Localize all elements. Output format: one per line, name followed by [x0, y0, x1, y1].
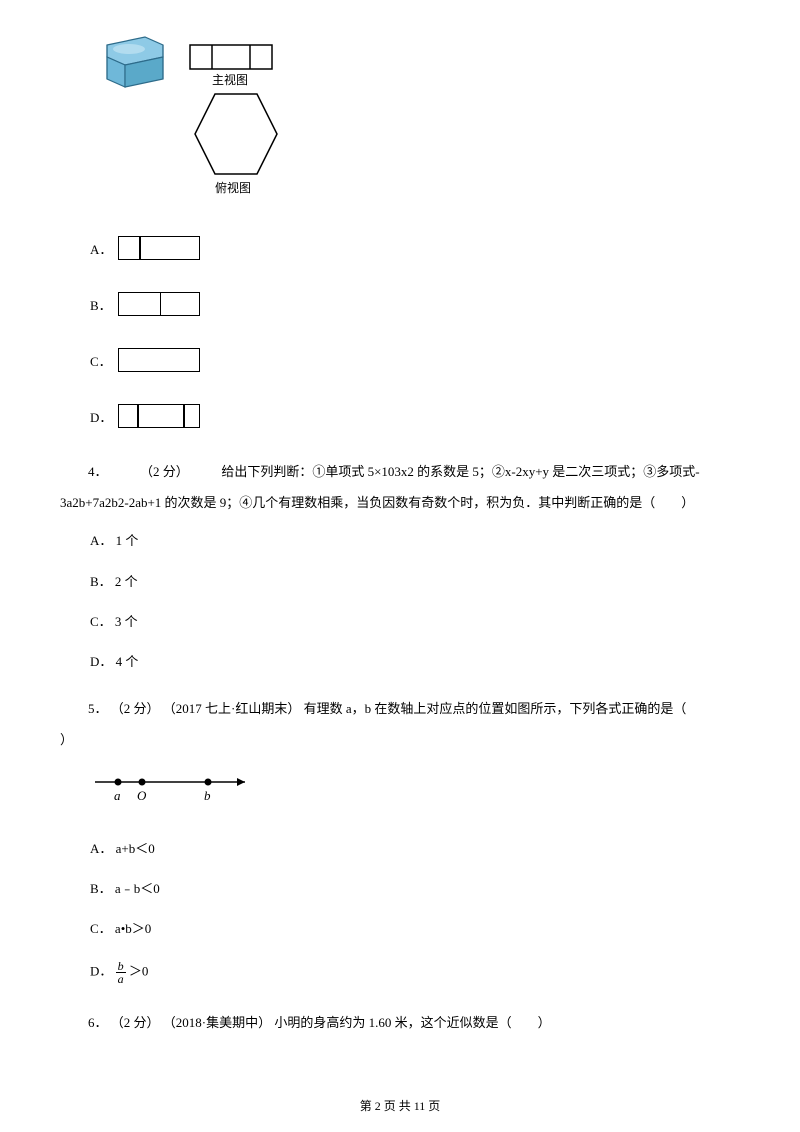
- q5-close: ）: [60, 732, 73, 747]
- fraction-b-over-a: b a: [116, 960, 126, 985]
- top-view-label: 俯视图: [215, 180, 251, 195]
- question-6: 6． （2 分） （2018·集美期中） 小明的身高约为 1.60 米，这个近似…: [60, 1007, 740, 1038]
- q5-option-a: A． a+b＜0: [90, 840, 740, 858]
- q6-text: 小明的身高约为 1.60 米，这个近似数是（ ）: [274, 1015, 550, 1030]
- q4-number: 4．: [88, 464, 108, 479]
- option-b-figure: [118, 292, 200, 316]
- question-5: 5． （2 分） （2017 七上·红山期末） 有理数 a，b 在数轴上对应点的…: [60, 693, 740, 755]
- q5-option-c: C． a•b＞0: [90, 920, 740, 938]
- q4-option-b: B． 2 个: [90, 573, 740, 591]
- front-view-label: 主视图: [212, 72, 248, 87]
- axis-label-b: b: [204, 788, 211, 803]
- frac-denominator: a: [116, 973, 126, 985]
- q6-source: （2018·集美期中）: [163, 1015, 271, 1030]
- q5-source: （2017 七上·红山期末）: [163, 701, 301, 716]
- q3-option-c: C．: [90, 344, 740, 372]
- q4-text-a: 给出下列判断：①单项式 5×103x2 的系数是 5；②x-2xy+y 是二次三…: [221, 464, 699, 479]
- option-label: B．: [90, 295, 112, 316]
- q5-number-line: a O b: [90, 770, 740, 814]
- option-label: D．: [90, 407, 112, 428]
- q3-option-a: A．: [90, 232, 740, 260]
- q5-text: 有理数 a，b 在数轴上对应点的位置如图所示，下列各式正确的是（: [304, 701, 713, 716]
- q6-number: 6．: [88, 1015, 108, 1030]
- q6-points: （2 分）: [111, 1015, 160, 1030]
- option-label: A．: [90, 239, 112, 260]
- option-label: C．: [90, 351, 112, 372]
- prism-views-svg: 主视图 俯视图: [90, 30, 295, 210]
- option-d-figure: [118, 404, 200, 428]
- q4-option-d: D． 4 个: [90, 653, 740, 671]
- q4-gap2: [192, 464, 218, 479]
- axis-label-a: a: [114, 788, 121, 803]
- option-a-figure: [118, 236, 200, 260]
- q5-optd-suffix: ＞0: [129, 964, 149, 979]
- q5-option-b: B． a﹣b＜0: [90, 880, 740, 898]
- q5-option-d: D． b a ＞0: [90, 960, 740, 985]
- q5-number: 5．: [88, 701, 108, 716]
- q5-optd-prefix: D．: [90, 964, 112, 979]
- option-c-figure: [118, 348, 200, 372]
- question3-figure: 主视图 俯视图: [90, 30, 740, 214]
- q4-text-b: 3a2b+7a2b2-2ab+1 的次数是 9；④几个有理数相乘，当负因数有奇数…: [60, 495, 694, 510]
- page-footer: 第 2 页 共 11 页: [0, 1097, 800, 1114]
- q3-option-b: B．: [90, 288, 740, 316]
- question-4: 4． （2 分） 给出下列判断：①单项式 5×103x2 的系数是 5；②x-2…: [60, 456, 740, 518]
- q4-gap: [111, 464, 137, 479]
- q4-option-c: C． 3 个: [90, 613, 740, 631]
- axis-label-o: O: [137, 788, 147, 803]
- q5-points: （2 分）: [111, 701, 160, 716]
- q3-option-d: D．: [90, 400, 740, 428]
- q4-points: （2 分）: [140, 464, 189, 479]
- q4-option-a: A． 1 个: [90, 532, 740, 550]
